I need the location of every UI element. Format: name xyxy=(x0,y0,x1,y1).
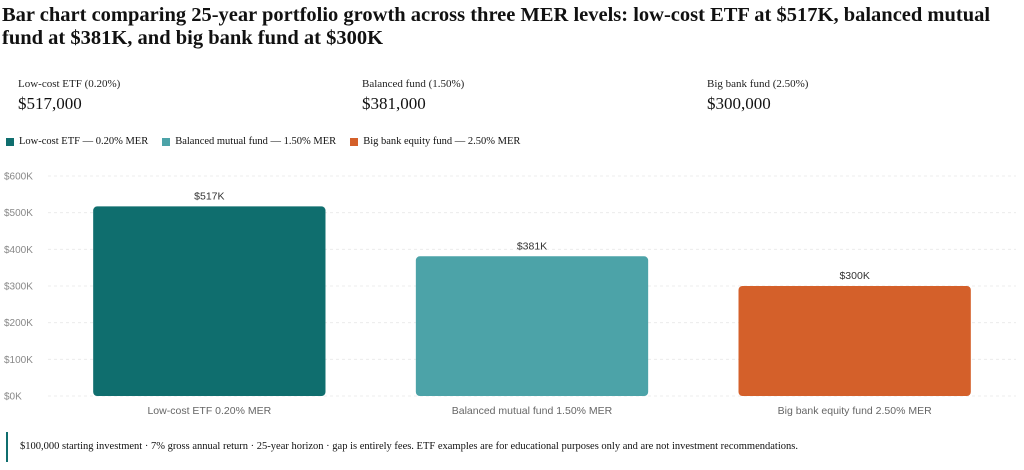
x-tick-label: Balanced mutual fund 1.50% MER xyxy=(452,405,613,417)
y-tick-label: $0K xyxy=(4,392,22,403)
stat-balanced-fund: Balanced fund (1.50%) $381,000 xyxy=(362,78,464,115)
bar-3[interactable] xyxy=(738,286,971,396)
legend-item-big-bank[interactable]: Big bank equity fund — 2.50% MER xyxy=(350,136,520,147)
legend-label: Balanced mutual fund — 1.50% MER xyxy=(175,136,337,147)
data-label: $381K xyxy=(517,240,547,252)
y-tick-label: $100K xyxy=(4,355,33,366)
legend-swatch xyxy=(6,137,14,146)
bar-2[interactable] xyxy=(415,256,649,396)
y-tick-label: $200K xyxy=(4,318,33,329)
legend-item-balanced[interactable]: Balanced mutual fund — 1.50% MER xyxy=(162,136,336,147)
chart-title: Bar chart comparing 25-year portfolio gr… xyxy=(2,4,991,49)
legend-item-etf[interactable]: Low-cost ETF — 0.20% MER xyxy=(6,136,148,147)
stat-label: Big bank fund (2.50%) xyxy=(707,78,809,90)
legend-label: Big bank equity fund — 2.50% MER xyxy=(363,136,521,147)
footnote: $100,000 starting investment · 7% gross … xyxy=(6,432,1016,462)
legend-swatch xyxy=(350,137,359,146)
stat-low-cost-etf: Low-cost ETF (0.20%) $517,000 xyxy=(18,78,120,115)
y-tick-label: $600K xyxy=(4,172,33,183)
legend-label: Low-cost ETF — 0.20% MER xyxy=(19,136,149,147)
y-tick-label: $500K xyxy=(4,208,33,219)
bar-1[interactable] xyxy=(93,206,326,396)
stat-value: $517,000 xyxy=(18,94,82,113)
legend-swatch xyxy=(162,137,171,146)
stat-label: Balanced fund (1.50%) xyxy=(362,78,465,90)
y-tick-label: $300K xyxy=(4,282,33,293)
chart-legend: Low-cost ETF — 0.20% MER Balanced mutual… xyxy=(6,136,520,147)
stat-label: Low-cost ETF (0.20%) xyxy=(18,78,121,90)
data-label: $517K xyxy=(194,190,224,202)
y-tick-label: $400K xyxy=(4,245,33,256)
stat-value: $381,000 xyxy=(362,94,426,113)
stat-value: $300,000 xyxy=(707,94,771,113)
x-tick-label: Big bank equity fund 2.50% MER xyxy=(778,405,933,417)
bar-chart: $0K $100K $200K $300K $400K $500K $600K $517K Lo… xyxy=(4,172,1016,417)
x-tick-label: Low-cost ETF 0.20% MER xyxy=(147,405,271,417)
data-label: $300K xyxy=(839,270,869,282)
stat-big-bank-fund: Big bank fund (2.50%) $300,000 xyxy=(707,78,808,115)
